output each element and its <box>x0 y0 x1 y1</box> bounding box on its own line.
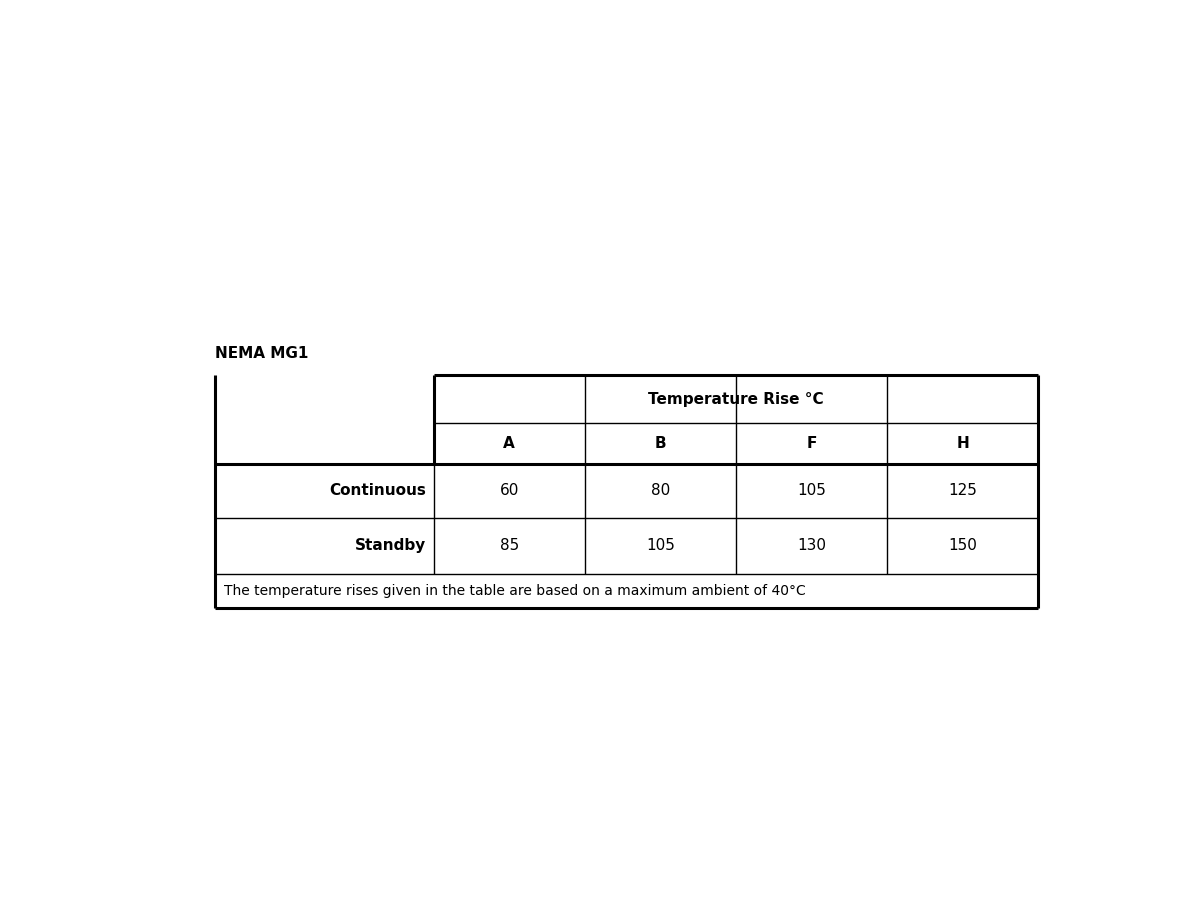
Text: B: B <box>654 436 666 451</box>
Text: NEMA MG1: NEMA MG1 <box>215 346 308 361</box>
Text: 130: 130 <box>797 538 826 554</box>
Text: 80: 80 <box>650 483 670 499</box>
Text: Temperature Rise °C: Temperature Rise °C <box>648 392 823 407</box>
Text: The temperature rises given in the table are based on a maximum ambient of 40°C: The temperature rises given in the table… <box>224 584 806 598</box>
Text: Standby: Standby <box>355 538 426 554</box>
Text: 60: 60 <box>499 483 518 499</box>
Text: 105: 105 <box>646 538 674 554</box>
Text: 150: 150 <box>948 538 977 554</box>
Text: H: H <box>956 436 968 451</box>
Text: 105: 105 <box>797 483 826 499</box>
Text: 125: 125 <box>948 483 977 499</box>
Text: A: A <box>503 436 515 451</box>
Text: Continuous: Continuous <box>329 483 426 499</box>
Text: 85: 85 <box>499 538 518 554</box>
Text: F: F <box>806 436 817 451</box>
